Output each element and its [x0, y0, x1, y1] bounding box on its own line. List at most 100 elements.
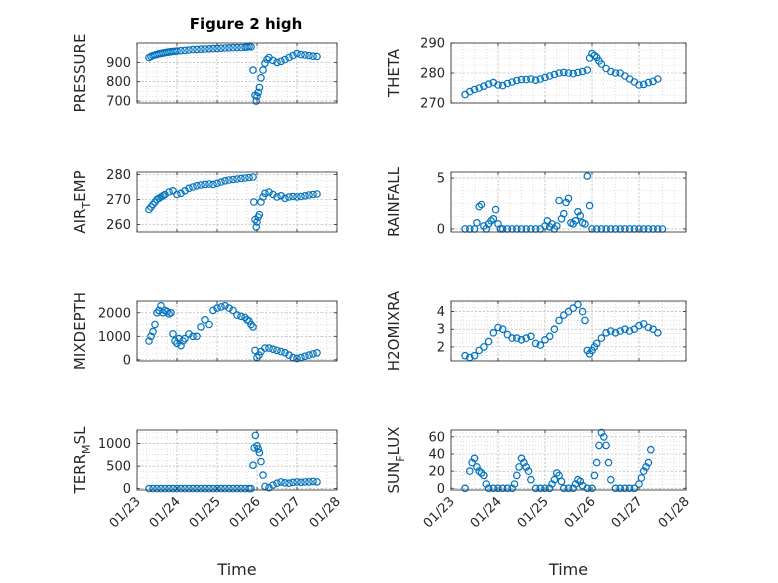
- data-point: [257, 457, 265, 466]
- data-point: [564, 307, 573, 316]
- data-point: [527, 475, 535, 484]
- data-point: [564, 194, 573, 203]
- data-point: [590, 471, 599, 480]
- data-point: [559, 209, 568, 218]
- data-point: [205, 320, 213, 329]
- data-point: [583, 66, 592, 74]
- data-point: [151, 320, 159, 329]
- data-point: [649, 325, 657, 334]
- data-point: [597, 60, 606, 68]
- data-point: [229, 306, 237, 315]
- data-point: [557, 477, 566, 486]
- data-point: [576, 211, 585, 220]
- data-point: [637, 474, 646, 482]
- data-point: [531, 339, 540, 348]
- data-point: [639, 320, 648, 328]
- data-point: [473, 219, 481, 227]
- data-point: [611, 69, 620, 77]
- data-point: [480, 471, 488, 480]
- data-point: [277, 57, 285, 66]
- data-point: [201, 315, 209, 324]
- data-point: [165, 188, 173, 196]
- data-point: [536, 341, 545, 349]
- data-point: [249, 461, 257, 470]
- data-point: [576, 477, 585, 486]
- data-point: [177, 341, 185, 350]
- data-point: [189, 183, 197, 191]
- data-point: [531, 76, 540, 85]
- data-point: [475, 467, 484, 475]
- data-point: [569, 484, 578, 493]
- data-point: [173, 484, 181, 493]
- y-tick-label: 290: [420, 37, 445, 52]
- data-point: [221, 301, 229, 310]
- data-point: [604, 458, 613, 467]
- data-point: [517, 335, 526, 344]
- data-point: [583, 172, 592, 180]
- data-point: [313, 348, 321, 357]
- data-point: [491, 205, 500, 214]
- data-point: [161, 484, 169, 493]
- data-point: [205, 180, 213, 188]
- data-point: [197, 484, 205, 493]
- x-axis-label: Time: [216, 560, 256, 579]
- data-point: [569, 304, 578, 312]
- data-point: [269, 56, 277, 65]
- axes-frame: [450, 429, 687, 491]
- y-tick-label: 280: [420, 67, 445, 82]
- data-point: [269, 345, 277, 354]
- data-point: [597, 334, 606, 342]
- data-point: [253, 218, 261, 226]
- x-tick-label: 01/27: [609, 494, 646, 531]
- y-axis-label: RAINFALL: [385, 166, 403, 237]
- data-point: [181, 484, 189, 493]
- data-point: [494, 484, 502, 493]
- data-point: [221, 177, 229, 185]
- x-tick-label: 01/25: [187, 494, 224, 531]
- data-point: [301, 478, 309, 486]
- data-point: [475, 202, 484, 211]
- data-point: [602, 328, 610, 337]
- data-point: [161, 190, 169, 199]
- y-tick-label: 270: [420, 97, 445, 112]
- data-point: [592, 339, 601, 348]
- data-point: [297, 50, 305, 59]
- data-point: [301, 352, 309, 361]
- data-point: [465, 467, 474, 475]
- y-tick-label: 2: [437, 340, 445, 355]
- data-point: [599, 433, 608, 441]
- data-point: [484, 337, 493, 346]
- data-point: [305, 351, 313, 359]
- data-point: [569, 69, 578, 78]
- data-point: [489, 215, 498, 223]
- data-point: [621, 325, 629, 334]
- data-point: [527, 332, 535, 341]
- data-point: [245, 173, 253, 182]
- x-axis-label: Time: [548, 560, 588, 579]
- y-tick-label: 20: [428, 465, 445, 480]
- data-point: [646, 445, 655, 454]
- data-point: [313, 190, 321, 198]
- data-point: [305, 191, 313, 199]
- data-point: [313, 478, 321, 486]
- data-point: [297, 478, 305, 487]
- data-point: [197, 45, 205, 54]
- data-point: [261, 482, 269, 491]
- data-point: [564, 69, 573, 77]
- data-point: [522, 75, 531, 84]
- data-point: [581, 220, 589, 228]
- data-point: [237, 312, 245, 321]
- data-point: [252, 223, 261, 231]
- data-point: [545, 332, 554, 341]
- y-tick-label: 270: [106, 193, 131, 208]
- data-point: [611, 328, 620, 337]
- x-tick-label: 01/23: [421, 494, 458, 531]
- data-point: [237, 484, 245, 493]
- data-point: [177, 189, 185, 198]
- data-point: [147, 332, 155, 341]
- data-point: [259, 471, 267, 479]
- x-tick-label: 01/28: [656, 494, 693, 531]
- data-point: [559, 68, 568, 77]
- data-point: [477, 200, 486, 209]
